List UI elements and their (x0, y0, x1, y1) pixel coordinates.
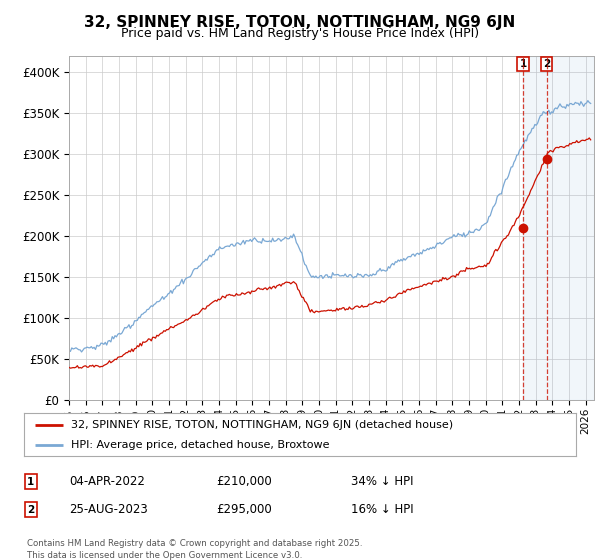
Text: 16% ↓ HPI: 16% ↓ HPI (351, 503, 413, 516)
Bar (523, 56, 594, 400)
Text: Contains HM Land Registry data © Crown copyright and database right 2025.
This d: Contains HM Land Registry data © Crown c… (27, 539, 362, 559)
Text: 34% ↓ HPI: 34% ↓ HPI (351, 475, 413, 488)
Text: 1: 1 (27, 477, 34, 487)
Text: 1: 1 (520, 59, 527, 69)
Text: 25-AUG-2023: 25-AUG-2023 (69, 503, 148, 516)
Text: 2: 2 (543, 59, 550, 69)
Text: 2: 2 (27, 505, 34, 515)
Text: HPI: Average price, detached house, Broxtowe: HPI: Average price, detached house, Brox… (71, 440, 329, 450)
Text: £210,000: £210,000 (216, 475, 272, 488)
Text: 04-APR-2022: 04-APR-2022 (69, 475, 145, 488)
Text: £295,000: £295,000 (216, 503, 272, 516)
Text: Price paid vs. HM Land Registry's House Price Index (HPI): Price paid vs. HM Land Registry's House … (121, 27, 479, 40)
Text: 32, SPINNEY RISE, TOTON, NOTTINGHAM, NG9 6JN (detached house): 32, SPINNEY RISE, TOTON, NOTTINGHAM, NG9… (71, 419, 453, 430)
Text: 32, SPINNEY RISE, TOTON, NOTTINGHAM, NG9 6JN: 32, SPINNEY RISE, TOTON, NOTTINGHAM, NG9… (85, 15, 515, 30)
